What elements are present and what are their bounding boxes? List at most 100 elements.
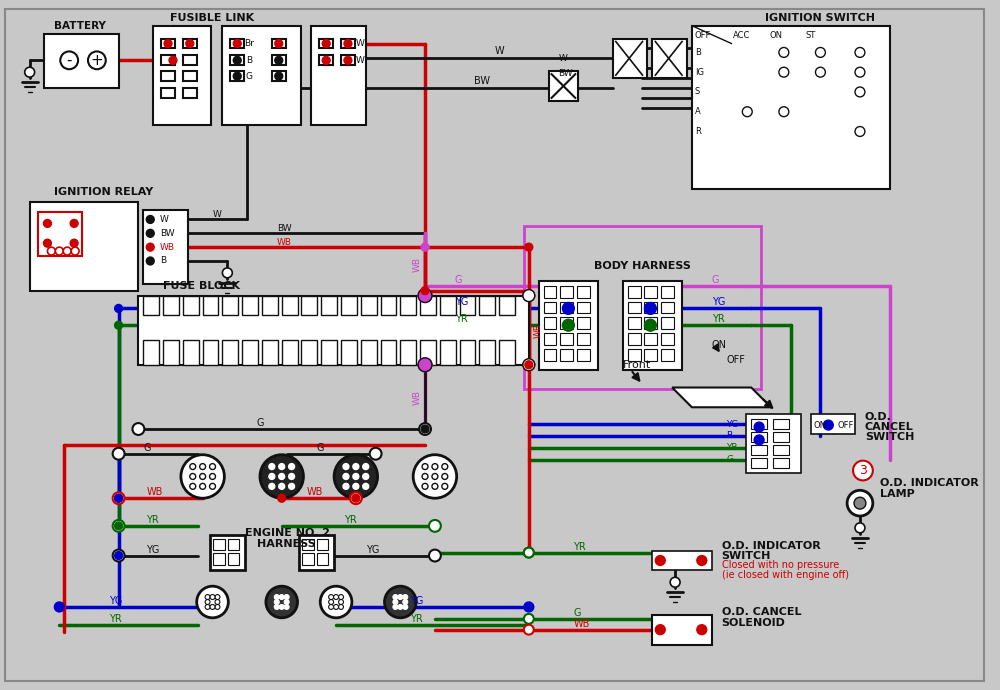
Circle shape bbox=[419, 423, 431, 435]
Circle shape bbox=[260, 455, 303, 498]
Circle shape bbox=[279, 484, 285, 489]
Text: WB: WB bbox=[306, 487, 323, 497]
Bar bbox=[440, 295, 456, 315]
Text: YR: YR bbox=[727, 443, 738, 453]
Text: WB: WB bbox=[534, 323, 543, 337]
Circle shape bbox=[60, 52, 78, 69]
Circle shape bbox=[523, 290, 535, 302]
Circle shape bbox=[343, 473, 349, 480]
Circle shape bbox=[393, 604, 398, 609]
Bar bbox=[228, 538, 239, 551]
Circle shape bbox=[54, 602, 64, 612]
Bar bbox=[262, 340, 278, 365]
Bar bbox=[560, 286, 573, 297]
Text: ACC: ACC bbox=[733, 31, 751, 40]
Text: G: G bbox=[257, 418, 264, 428]
Text: WB: WB bbox=[146, 487, 163, 497]
Circle shape bbox=[115, 522, 123, 530]
Circle shape bbox=[181, 455, 224, 498]
Text: BATTERY: BATTERY bbox=[54, 21, 106, 31]
Circle shape bbox=[275, 57, 283, 64]
Circle shape bbox=[279, 595, 284, 600]
Circle shape bbox=[655, 555, 665, 565]
Text: W: W bbox=[356, 39, 365, 48]
Text: G: G bbox=[143, 443, 151, 453]
Bar bbox=[143, 340, 159, 365]
Text: ON: ON bbox=[712, 340, 727, 350]
Circle shape bbox=[279, 604, 284, 609]
Circle shape bbox=[205, 604, 210, 609]
Circle shape bbox=[524, 624, 534, 635]
Text: YR: YR bbox=[109, 614, 121, 624]
Circle shape bbox=[524, 548, 534, 558]
Circle shape bbox=[334, 455, 378, 498]
Text: W: W bbox=[558, 54, 567, 63]
Bar bbox=[230, 39, 244, 48]
Text: WB: WB bbox=[573, 619, 590, 629]
Bar bbox=[183, 71, 197, 81]
Bar bbox=[341, 340, 357, 365]
Bar bbox=[153, 26, 211, 125]
Circle shape bbox=[343, 464, 349, 469]
Text: YR: YR bbox=[455, 315, 467, 324]
Circle shape bbox=[278, 494, 286, 502]
Circle shape bbox=[403, 604, 408, 609]
Text: IGNITION SWITCH: IGNITION SWITCH bbox=[765, 13, 875, 23]
Circle shape bbox=[233, 57, 241, 64]
Circle shape bbox=[670, 578, 680, 587]
Bar bbox=[138, 295, 529, 365]
Text: CANCEL: CANCEL bbox=[865, 422, 914, 432]
Bar bbox=[440, 340, 456, 365]
Circle shape bbox=[370, 448, 382, 460]
Circle shape bbox=[274, 595, 279, 600]
Bar bbox=[230, 71, 244, 81]
Circle shape bbox=[697, 555, 707, 565]
Bar bbox=[341, 55, 355, 66]
Circle shape bbox=[524, 548, 534, 558]
Circle shape bbox=[525, 361, 533, 368]
Circle shape bbox=[113, 520, 125, 532]
Bar bbox=[746, 414, 801, 473]
Bar bbox=[161, 71, 175, 81]
Text: OFF: OFF bbox=[727, 355, 745, 365]
Circle shape bbox=[266, 586, 298, 618]
Circle shape bbox=[779, 48, 789, 57]
Text: SWITCH: SWITCH bbox=[722, 551, 771, 560]
Text: W: W bbox=[160, 215, 169, 224]
Bar bbox=[317, 553, 328, 564]
Circle shape bbox=[823, 420, 833, 430]
Circle shape bbox=[146, 215, 154, 224]
Bar bbox=[272, 39, 286, 48]
Bar bbox=[302, 538, 314, 551]
Circle shape bbox=[432, 464, 438, 469]
Bar bbox=[301, 295, 317, 315]
Text: OFF: OFF bbox=[695, 31, 711, 40]
Circle shape bbox=[523, 359, 535, 371]
Text: ON: ON bbox=[769, 31, 782, 40]
Circle shape bbox=[697, 624, 707, 635]
Text: Br: Br bbox=[244, 39, 254, 48]
Circle shape bbox=[421, 425, 429, 433]
Circle shape bbox=[186, 39, 194, 48]
Bar bbox=[44, 34, 119, 88]
Circle shape bbox=[754, 435, 764, 445]
Circle shape bbox=[215, 600, 220, 604]
Text: G: G bbox=[712, 275, 719, 285]
Circle shape bbox=[215, 604, 220, 609]
Circle shape bbox=[525, 243, 533, 251]
Bar bbox=[544, 317, 556, 329]
Text: SWITCH: SWITCH bbox=[865, 432, 914, 442]
Bar bbox=[773, 419, 789, 429]
Text: 3: 3 bbox=[859, 464, 867, 477]
Circle shape bbox=[70, 219, 78, 228]
Bar bbox=[661, 333, 674, 345]
Circle shape bbox=[363, 484, 369, 489]
Circle shape bbox=[115, 494, 123, 502]
Text: YG: YG bbox=[455, 297, 468, 308]
Circle shape bbox=[855, 67, 865, 77]
Bar bbox=[361, 340, 377, 365]
Bar bbox=[381, 295, 396, 315]
Bar bbox=[644, 317, 657, 329]
Circle shape bbox=[815, 67, 825, 77]
Circle shape bbox=[422, 473, 428, 480]
